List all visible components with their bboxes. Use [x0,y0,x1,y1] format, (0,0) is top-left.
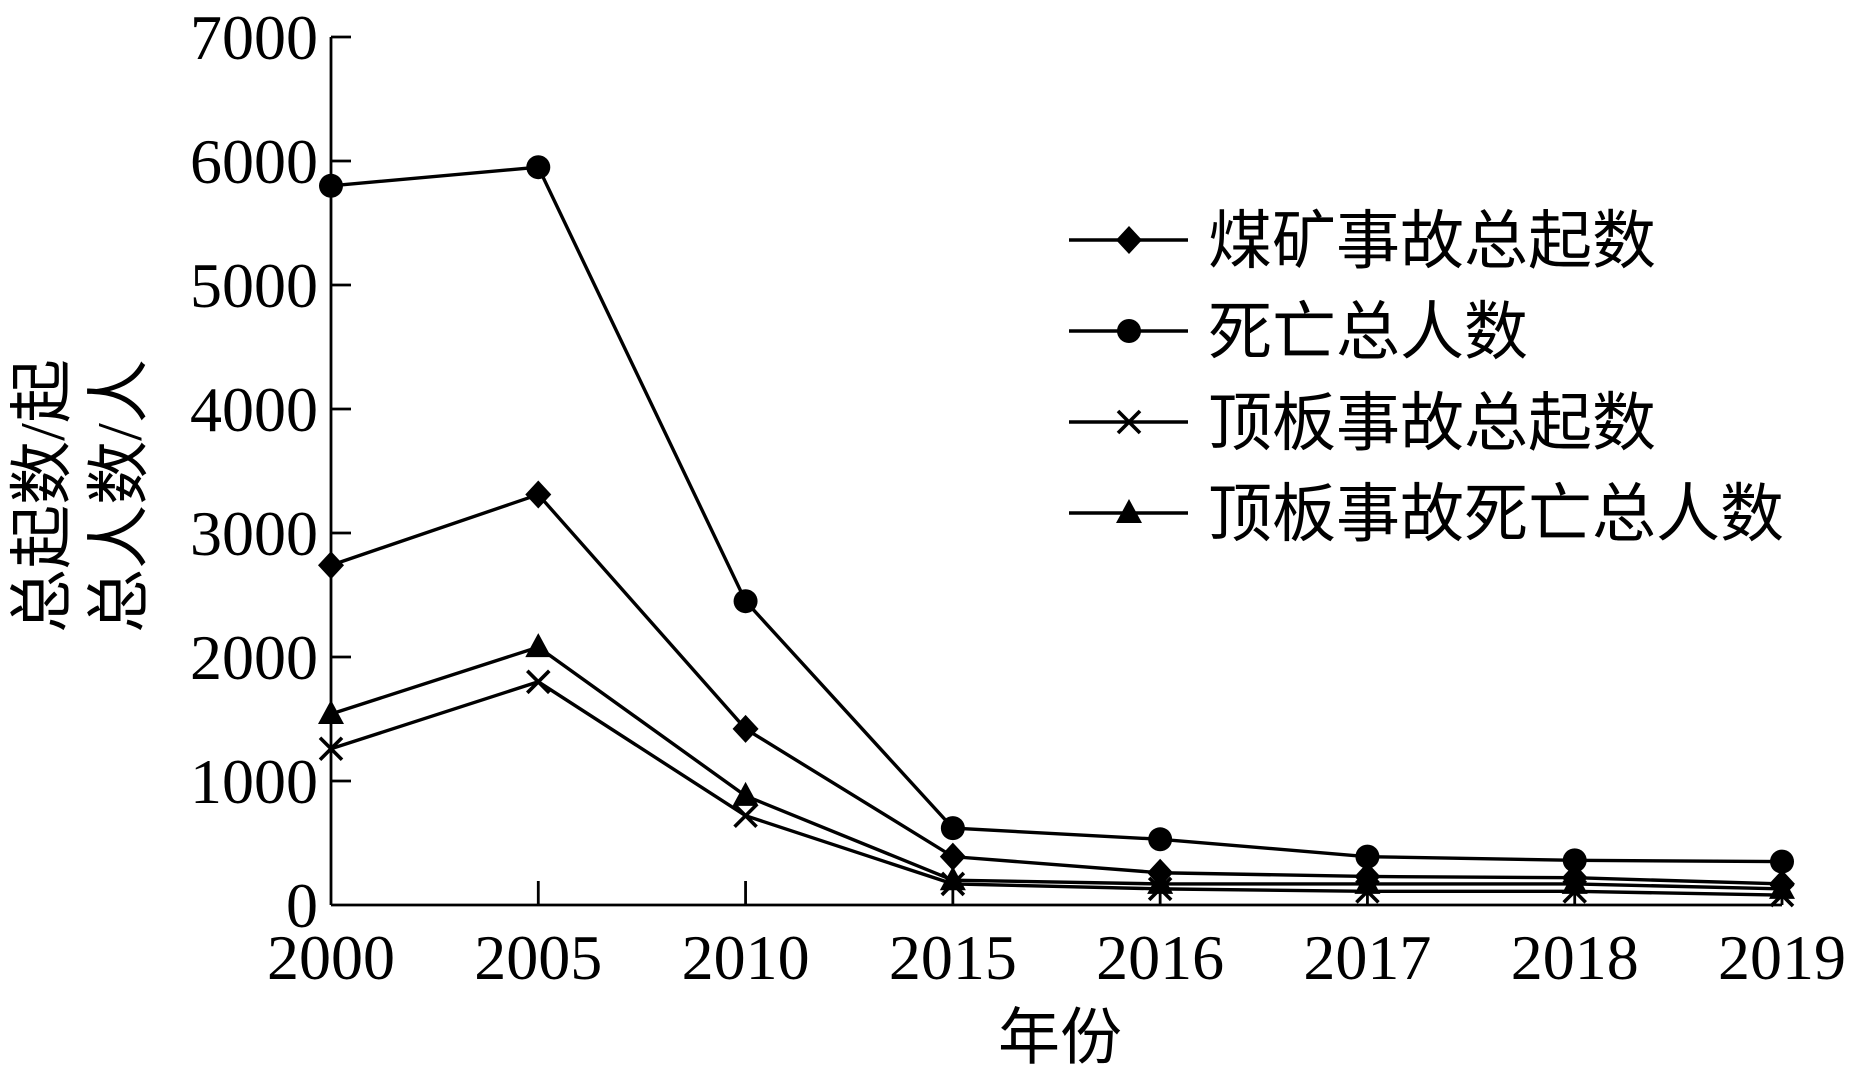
data-point-triangle [1354,869,1381,894]
series-layer [318,155,1795,908]
data-point-x [733,803,758,828]
data-point-circle [1355,844,1380,869]
legend-marker-x [1116,409,1142,435]
data-point-circle [1770,849,1794,874]
legend-item-total-deaths: 死亡总人数 [1069,297,1528,368]
data-point-x [318,736,344,762]
x-axis-label: 年份 [998,1004,1122,1069]
data-point-diamond [318,551,344,580]
data-point-triangle [1561,869,1588,894]
series-line [330,492,1783,886]
y-tick-label: 5000 [190,250,318,321]
x-tick-label: 2017 [1303,922,1431,993]
y-tick-label: 0 [286,870,318,941]
data-point-triangle [318,700,344,725]
series-line [330,165,1783,864]
data-point-diamond [939,842,966,871]
data-point-triangle [525,633,552,658]
data-point-x [1355,879,1380,904]
data-point-x [1769,882,1795,908]
y-tick-label: 1000 [190,746,318,817]
y-axis-label-line-1: 总起数/起 [7,359,78,633]
y-tick-label: 3000 [190,498,318,569]
series-x [318,669,1795,908]
y-tick-label: 6000 [190,126,318,197]
data-point-circle [733,589,758,614]
series-circle [319,155,1794,874]
x-tick-label: 2018 [1511,922,1639,993]
legend-item-coal-mine-accidents: 煤矿事故总起数 [1069,206,1656,277]
x-tick-label: 2019 [1718,922,1846,993]
data-point-circle [526,155,551,180]
series-line [330,645,1783,891]
data-point-x [526,669,551,695]
x-tick-label: 2005 [474,922,602,993]
legend: 煤矿事故总起数 死亡总人数 顶板事故总起数 顶板事故死亡总人数 [1069,206,1784,550]
data-point-circle [940,816,965,841]
data-point-triangle [1769,874,1795,899]
data-point-diamond [525,480,552,509]
legend-label: 顶板事故总起数 [1208,388,1656,459]
data-point-circle [1562,848,1587,873]
x-tick-label: 2010 [682,922,810,993]
legend-marker-diamond [1116,226,1142,254]
x-tick-label: 2015 [889,922,1017,993]
legend-label: 死亡总人数 [1208,297,1528,368]
x-tick-label: 2016 [1096,922,1224,993]
legend-marker-circle [1117,319,1141,343]
y-axis-label-line-2: 总人数/人 [84,359,155,633]
series-line [330,679,1783,897]
x-tick-label: 2000 [267,922,395,993]
data-point-triangle [732,781,759,806]
x-ticks: 2000 2005 2010 2015 2016 2017 2018 2019 [267,881,1846,993]
y-ticks: 0 1000 2000 3000 4000 5000 6000 7000 [190,2,351,941]
y-tick-label: 7000 [190,2,318,73]
y-tick-label: 4000 [190,374,318,445]
y-tick-label: 2000 [190,622,318,693]
data-point-circle [1148,827,1173,852]
legend-item-roof-accident-deaths: 顶板事故死亡总人数 [1069,479,1784,550]
data-point-x [1562,879,1587,904]
legend-label: 煤矿事故总起数 [1208,206,1656,277]
data-point-diamond [732,714,759,743]
data-point-x [1147,876,1173,902]
legend-item-roof-accidents: 顶板事故总起数 [1069,388,1656,459]
data-point-x [940,871,966,897]
legend-label: 顶板事故死亡总人数 [1208,479,1784,550]
legend-marker-triangle [1116,499,1142,523]
data-point-circle [319,173,343,198]
